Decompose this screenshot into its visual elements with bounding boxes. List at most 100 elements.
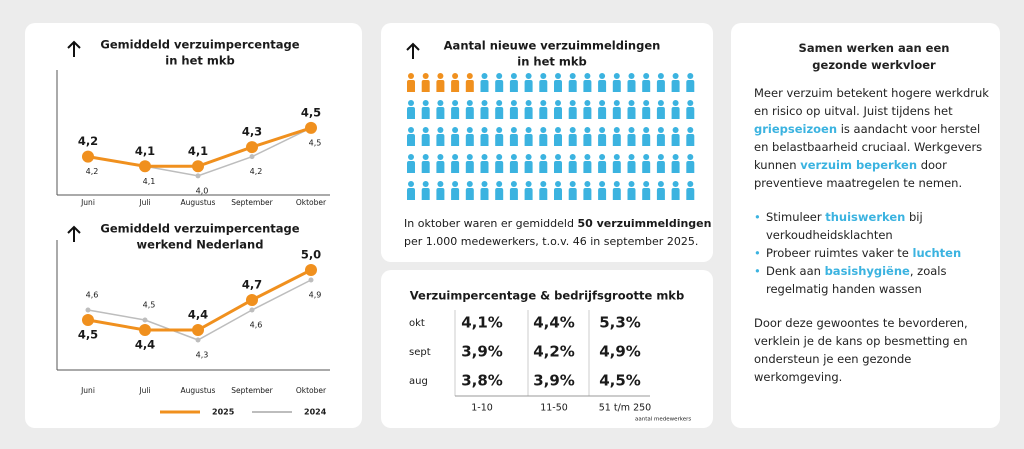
text-run: bij verkoudheidsklachten [766, 210, 923, 242]
point [195, 173, 201, 179]
person-body [495, 107, 504, 119]
person-head [584, 73, 591, 79]
person-head [657, 181, 664, 187]
person-body [480, 134, 489, 146]
point [249, 154, 255, 160]
person-head [555, 100, 561, 106]
person-body [598, 134, 607, 146]
person-body [568, 107, 577, 119]
point [139, 160, 151, 173]
person-head [452, 100, 459, 106]
person-head [408, 181, 414, 187]
cell: 4,5% [599, 372, 641, 390]
point [85, 307, 91, 313]
bullet: Denk aan basishygiëne, zoals regelmatig … [754, 262, 994, 298]
point [305, 121, 317, 134]
cell: 4,4% [533, 314, 575, 332]
data-label: 4,6 [86, 291, 99, 300]
person-body [495, 80, 504, 92]
person-head [628, 127, 635, 133]
person-body [407, 161, 415, 173]
person-body [568, 80, 577, 92]
text-run: , zoals regelmatig handen wassen [766, 264, 947, 296]
table-title: Verzuimpercentage & bedrijfsgrootte mkb [410, 289, 684, 303]
data-label: 4,6 [250, 321, 263, 330]
person-body [465, 161, 474, 173]
person-body [656, 107, 665, 119]
bullet: Stimuleer thuiswerken bij verkoudheidskl… [754, 208, 994, 244]
cell: 4,1% [461, 314, 503, 332]
person-body [407, 188, 415, 200]
person-head [540, 73, 547, 79]
person-head [510, 181, 517, 187]
person-head [422, 100, 429, 106]
person-body [656, 80, 665, 92]
person-body [642, 161, 651, 173]
person-head [452, 154, 459, 160]
person-head [525, 100, 532, 106]
cell: 3,9% [461, 343, 503, 361]
person-head [687, 100, 694, 106]
person-head [643, 100, 650, 106]
person-body [495, 161, 504, 173]
person-body [539, 188, 548, 200]
person-head [496, 100, 503, 106]
person-head [466, 127, 473, 133]
data-label: 4,5 [309, 138, 322, 147]
person-body [686, 188, 695, 200]
person-body [686, 161, 695, 173]
person-head [569, 154, 576, 160]
person-head [687, 127, 694, 133]
title-line: Samen werken aan een [798, 41, 950, 55]
person-body [421, 107, 430, 119]
person-head [437, 127, 444, 133]
text-run: Door deze gewoontes te bevorderen, verkl… [754, 316, 968, 384]
person-head [569, 181, 576, 187]
person-body [407, 134, 415, 146]
person-body [421, 80, 430, 92]
person-body [421, 161, 430, 173]
person-head [437, 154, 444, 160]
data-label: 4,1 [188, 144, 208, 158]
person-body [539, 161, 548, 173]
person-body [480, 188, 489, 200]
person-head [584, 181, 591, 187]
person-head [510, 154, 517, 160]
person-body [612, 161, 621, 173]
person-body [524, 80, 533, 92]
x-tick-label: Augustus [181, 386, 216, 395]
bullet: Probeer ruimtes vaker te luchten [754, 244, 994, 262]
person-body [612, 188, 621, 200]
person-head [613, 100, 620, 106]
caption-run: per 1.000 medewerkers, t.o.v. 46 in sept… [404, 235, 698, 248]
cell: 4,2% [533, 343, 575, 361]
person-body [436, 107, 445, 119]
person-body [421, 188, 430, 200]
point [192, 324, 204, 336]
person-body [642, 134, 651, 146]
person-head [643, 154, 650, 160]
person-head [584, 127, 591, 133]
person-body [509, 80, 518, 92]
row-label: sept [409, 347, 431, 358]
point [308, 277, 314, 283]
person-head [555, 181, 561, 187]
person-head [540, 154, 547, 160]
text-run: is aandacht voor herstel en belastbaarhe… [754, 122, 983, 172]
person-body [627, 107, 636, 119]
person-head [510, 127, 517, 133]
person-head [569, 100, 576, 106]
person-body [465, 107, 474, 119]
person-body [509, 107, 518, 119]
data-label: 4,5 [78, 328, 98, 342]
x-tick-label: Oktober [296, 386, 327, 395]
person-body [421, 134, 430, 146]
person-head [540, 100, 547, 106]
person-head [437, 100, 444, 106]
person-body [436, 80, 445, 92]
person-body [451, 80, 460, 92]
person-head [569, 73, 576, 79]
x-tick-label: Juni [80, 198, 95, 207]
person-body [465, 188, 474, 200]
